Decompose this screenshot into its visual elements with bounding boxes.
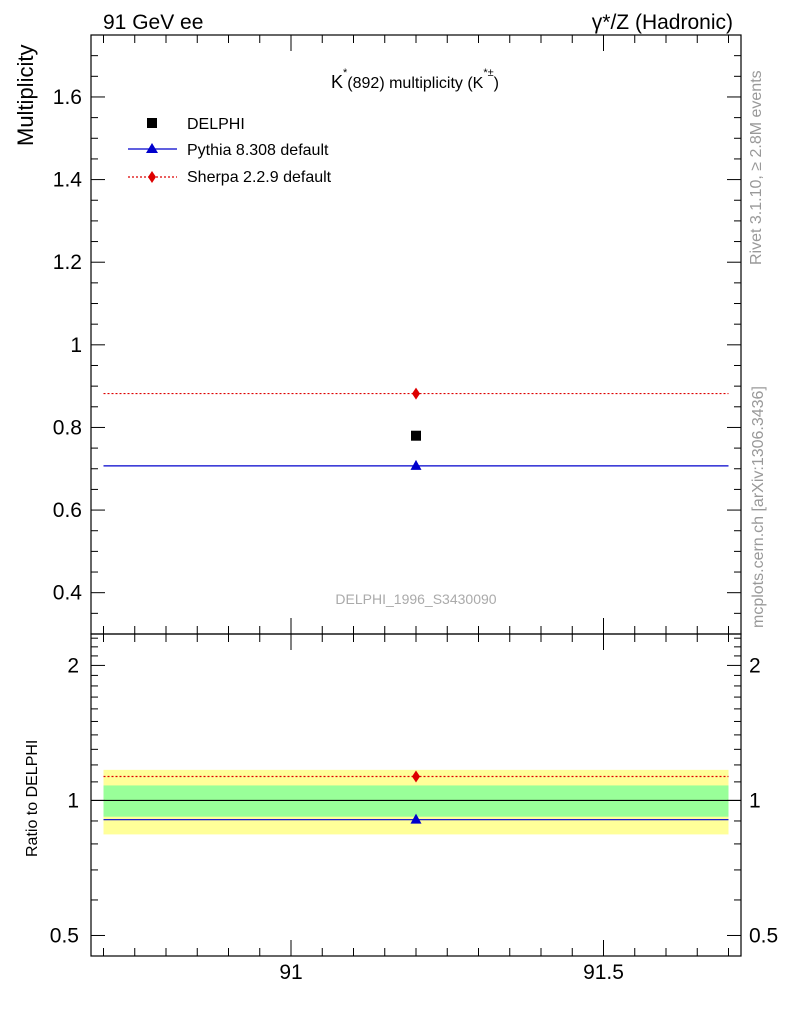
main-point-pythia (410, 459, 422, 470)
ratio-ytick-label-right: 2 (749, 654, 761, 677)
main-ytick-label: 1 (70, 334, 82, 357)
legend-marker-delphi (147, 118, 157, 128)
main-point-delphi (411, 430, 421, 441)
main-ytick-label: 0.6 (53, 499, 82, 522)
ratio-axis-ticks (91, 634, 741, 956)
side-label-rivet: Rivet 3.1.10, ≥ 2.8M events (748, 70, 765, 265)
analysis-label: DELPHI_1996_S3430090 (335, 591, 496, 607)
title-part-3: *± (483, 67, 493, 79)
legend-label-delphi: DELPHI (187, 116, 245, 133)
main-ylabel: Multiplicity (13, 45, 38, 146)
ratio-ytick-label-right: 0.5 (749, 924, 778, 947)
main-title: K*(892) multiplicity (K*±) (331, 67, 499, 92)
tick-labels: 0.4 0.6 0.8 1 1.2 1.4 1.6 91 91.5 0.5 0.5 1 1 2 2 (50, 86, 778, 984)
main-series (103, 387, 729, 470)
ratio-point-pythia (410, 813, 422, 824)
side-label-mcplots: mcplots.cern.ch [arXiv:1306.3436] (750, 386, 767, 628)
ratio-series (103, 770, 729, 824)
ratio-ylabel: Ratio to DELPHI (24, 740, 41, 857)
ratio-ytick-label-left: 1 (67, 789, 79, 812)
ratio-ytick-label-left: 2 (67, 654, 79, 677)
title-part-0: K (331, 72, 343, 92)
xtick-label: 91.5 (583, 961, 624, 984)
title-part-1: * (343, 67, 348, 79)
header-left: 91 GeV ee (103, 11, 203, 34)
ratio-ytick-label-right: 1 (749, 789, 761, 812)
main-ytick-label: 1.6 (53, 86, 82, 109)
main-ytick-label: 0.8 (53, 416, 82, 439)
legend-label-sherpa: Sherpa 2.2.9 default (187, 169, 332, 186)
title-part-4: ) (494, 75, 499, 92)
main-ytick-label: 1.2 (53, 251, 82, 274)
ratio-frame (90, 633, 742, 957)
title-part-2: (892) multiplicity (K (347, 75, 483, 92)
main-point-sherpa (412, 387, 420, 400)
legend: DELPHI Pythia 8.308 default Sherpa 2.2.9… (128, 116, 332, 186)
header-right: γ*/Z (Hadronic) (592, 11, 733, 34)
ratio-ytick-label-left: 0.5 (50, 924, 79, 947)
main-ytick-label: 1.4 (53, 169, 83, 192)
ratio-band-inner (103, 785, 729, 817)
legend-label-pythia: Pythia 8.308 default (187, 142, 329, 159)
main-ytick-label: 0.4 (53, 582, 83, 605)
legend-marker-pythia (146, 143, 158, 153)
legend-marker-sherpa (148, 171, 156, 183)
ratio-point-sherpa (412, 770, 420, 783)
xtick-label: 91 (279, 961, 302, 984)
main-axis-ticks (91, 34, 741, 635)
